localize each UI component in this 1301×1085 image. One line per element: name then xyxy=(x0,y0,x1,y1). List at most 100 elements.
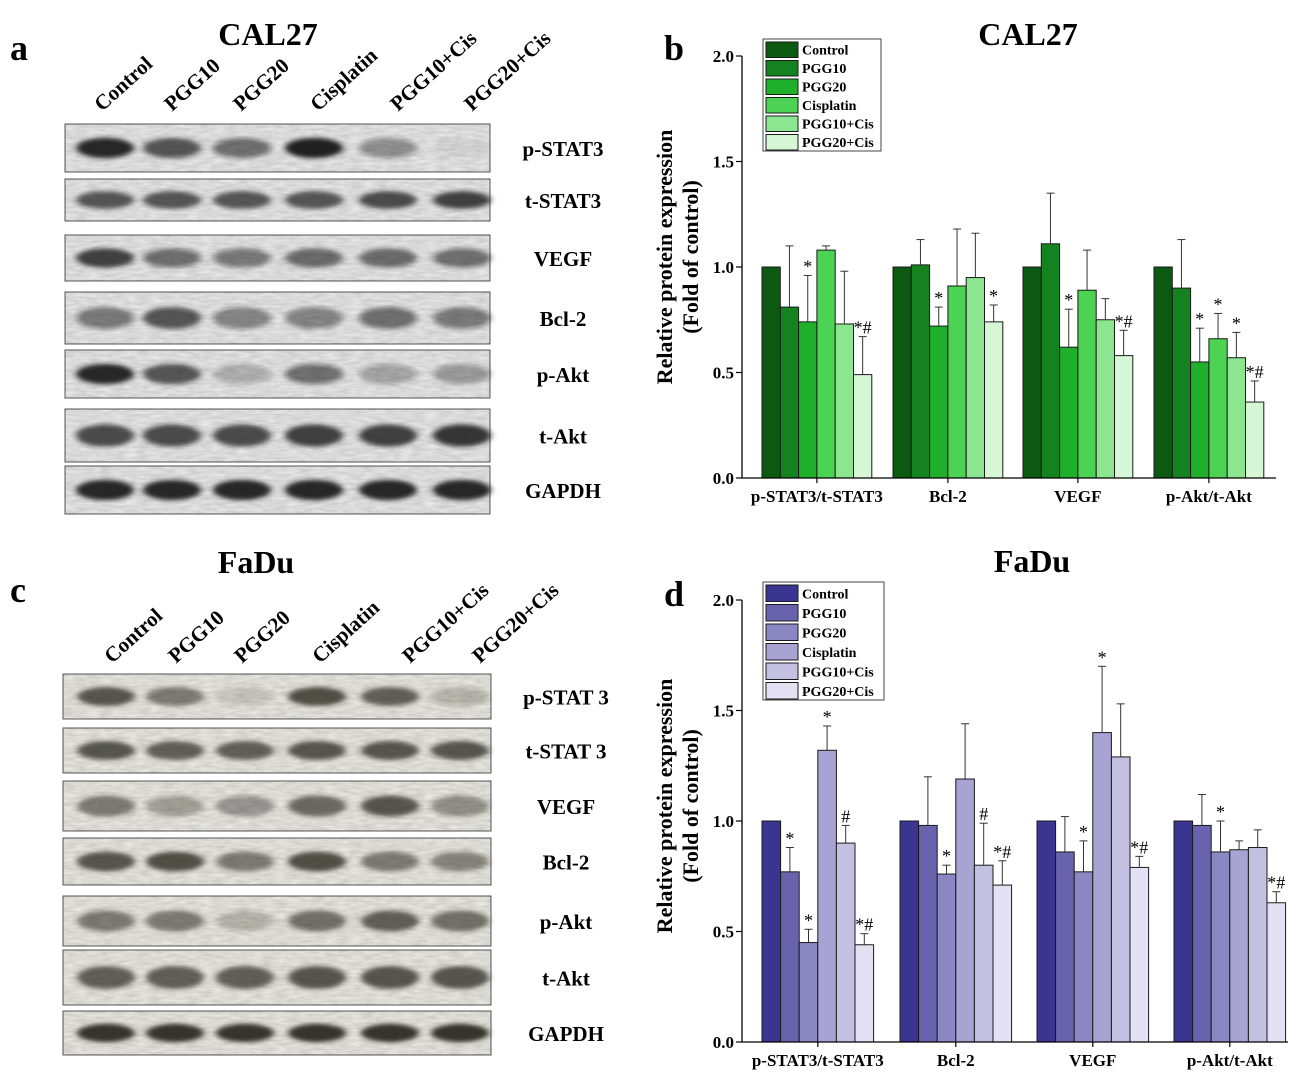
blot-band xyxy=(359,248,417,268)
bar xyxy=(834,323,855,479)
y-tick-label: 0.5 xyxy=(713,364,734,383)
significance-label: *# xyxy=(1267,873,1285,893)
blot-band xyxy=(361,965,419,990)
bar xyxy=(973,864,994,1043)
blot-texture xyxy=(65,350,490,398)
bar xyxy=(1073,871,1094,1043)
x-tick-label: p-STAT3/t-STAT3 xyxy=(752,1051,884,1070)
legend-label: PGG20 xyxy=(802,81,846,96)
blot-row: t-STAT 3 xyxy=(62,727,607,774)
bar xyxy=(1110,756,1131,1043)
western-blot-panel-cal27: a CAL27 Control PGG10 PGG20 Cisplatin PGG10+… xyxy=(10,16,603,515)
significance-label: * xyxy=(1195,309,1204,329)
blot-band xyxy=(143,363,201,385)
blot-row: t-Akt xyxy=(62,949,590,1006)
significance-label: * xyxy=(1214,294,1223,314)
bar xyxy=(1077,289,1097,479)
blot-band xyxy=(213,307,271,329)
bar xyxy=(1022,266,1042,479)
panel-letter-d: d xyxy=(664,574,684,614)
blot-band xyxy=(213,479,271,501)
legend-swatch xyxy=(765,662,799,680)
bar xyxy=(835,842,856,1043)
blot-band xyxy=(143,424,201,447)
significance-label: *# xyxy=(993,842,1011,862)
blot-row: VEGF xyxy=(62,780,595,832)
blot-protein-label: p-Akt xyxy=(540,910,593,934)
blot-band xyxy=(288,795,346,817)
bar xyxy=(1210,851,1231,1043)
blot-row: GAPDH xyxy=(64,465,601,515)
blot-band xyxy=(433,137,491,159)
bar xyxy=(918,824,938,1043)
blot-band xyxy=(76,363,134,385)
legend: Control PGG10 PGG20 Cisplatin PGG10+Cis PGG20… xyxy=(762,581,885,701)
legend-swatch xyxy=(765,60,799,77)
blot-band xyxy=(431,741,489,760)
blot-band xyxy=(76,307,134,329)
significance-label: * xyxy=(803,256,812,276)
blot-row: p-STAT3 xyxy=(64,123,603,173)
y-tick-label: 1.5 xyxy=(713,153,734,172)
bar-chart-cal27: b CAL27 Relative protein expression(Fold … xyxy=(652,16,1276,506)
significance-label: * xyxy=(1216,802,1225,822)
legend-swatch xyxy=(765,643,799,661)
y-tick-label: 0.0 xyxy=(713,469,734,488)
blot-protein-label: Bcl-2 xyxy=(543,851,590,875)
legend-label: Cisplatin xyxy=(802,99,857,114)
blot-band xyxy=(288,910,346,932)
blot-band xyxy=(146,1023,204,1043)
blot-band xyxy=(77,965,135,990)
significance-label: *# xyxy=(855,915,873,935)
blot-band xyxy=(359,307,417,329)
bar xyxy=(992,884,1013,1043)
significance-label: * xyxy=(942,846,951,866)
bar xyxy=(1226,357,1246,479)
legend-label: PGG20+Cis xyxy=(802,136,874,151)
blot-band xyxy=(431,1023,489,1043)
significance-label: *# xyxy=(1130,837,1148,857)
blot-band xyxy=(143,191,201,209)
significance-label: * xyxy=(989,286,998,306)
blot-texture xyxy=(65,235,490,281)
bar xyxy=(853,374,873,479)
significance-label: # xyxy=(979,804,988,824)
blot-band xyxy=(213,424,271,447)
blot-band xyxy=(431,851,489,872)
blot-band xyxy=(77,910,135,932)
x-tick-label: p-Akt/t-Akt xyxy=(1166,487,1252,506)
bar xyxy=(936,873,957,1043)
bar xyxy=(1055,851,1075,1043)
panel-c-title: FaDu xyxy=(218,544,294,580)
blot-band xyxy=(216,851,274,872)
y-tick-label: 0.5 xyxy=(713,923,734,942)
bar xyxy=(1173,820,1194,1043)
blot-band xyxy=(359,424,417,447)
blot-band xyxy=(216,687,274,706)
blot-protein-label: t-Akt xyxy=(539,425,587,449)
legend-label: PGG10+Cis xyxy=(802,118,874,133)
blot-band xyxy=(361,687,419,706)
blot-band xyxy=(216,965,274,990)
x-tick-label: VEGF xyxy=(1054,487,1101,506)
y-tick-label: 0.0 xyxy=(713,1033,734,1052)
lane-label: PGG20 xyxy=(229,605,294,667)
blot-protein-label: GAPDH xyxy=(528,1022,604,1046)
bar xyxy=(929,325,949,479)
significance-label: * xyxy=(934,288,943,308)
legend-label: PGG10+Cis xyxy=(802,666,874,681)
bar xyxy=(1092,732,1112,1043)
legend-label: PGG10 xyxy=(802,62,846,77)
lane-label: Control xyxy=(99,603,167,668)
blot-band xyxy=(285,248,343,268)
significance-label: * xyxy=(1232,313,1241,333)
blot-band xyxy=(359,137,417,159)
blot-band xyxy=(76,424,134,447)
blot-band xyxy=(361,910,419,932)
blot-band xyxy=(213,137,271,159)
blot-row: Bcl-2 xyxy=(62,837,590,886)
x-tick-label: p-STAT3/t-STAT3 xyxy=(751,487,883,506)
y-tick-label: 2.0 xyxy=(713,591,734,610)
blot-band xyxy=(146,687,204,706)
